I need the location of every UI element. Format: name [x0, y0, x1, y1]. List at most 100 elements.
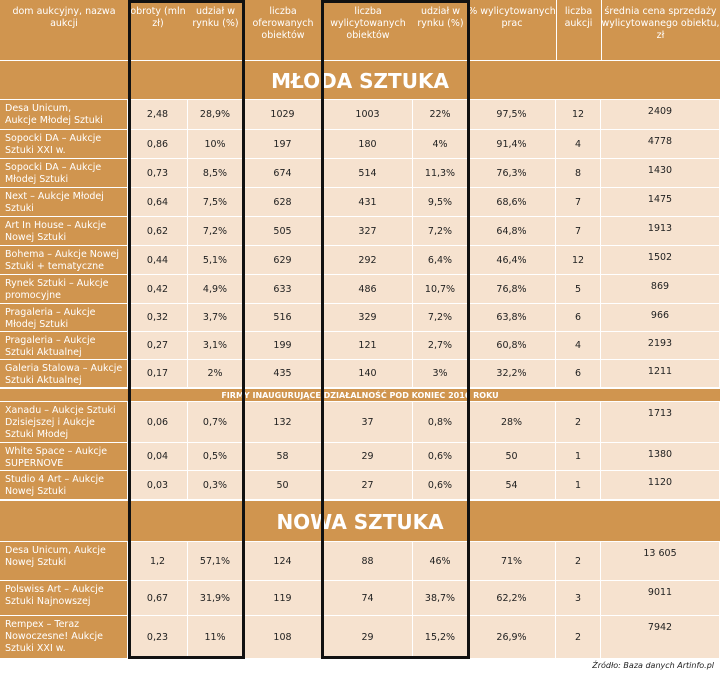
cell-average-price: 1211	[601, 360, 720, 388]
table-row: White Space – Aukcje SUPERNOVE 0,04 0,5% 58 2…	[0, 443, 720, 471]
cell-market-share-2: 6,4%	[413, 246, 468, 275]
cell-offered: 197	[243, 130, 323, 159]
cell-auction-house: Polswiss Art – Aukcje Sztuki Najnowszej	[0, 581, 128, 616]
cell-turnover: 0,04	[128, 443, 188, 471]
cell-offered: 50	[243, 471, 323, 500]
cell-auction-count: 4	[556, 130, 601, 159]
cell-market-share-2: 11,3%	[413, 159, 468, 188]
cell-market-share-2: 0,6%	[413, 471, 468, 500]
cell-auction-count: 2	[556, 402, 601, 443]
cell-auction-house: White Space – Aukcje SUPERNOVE	[0, 443, 128, 471]
cell-market-share: 2%	[188, 360, 243, 388]
cell-turnover: 0,27	[128, 332, 188, 360]
cell-market-share-2: 9,5%	[413, 188, 468, 217]
cell-market-share: 31,9%	[188, 581, 243, 616]
cell-percent-sold: 28%	[468, 402, 556, 443]
cell-turnover: 0,73	[128, 159, 188, 188]
cell-market-share-2: 0,6%	[413, 443, 468, 471]
cell-auction-count: 2	[556, 616, 601, 659]
cell-sold: 29	[323, 443, 413, 471]
cell-auction-count: 7	[556, 188, 601, 217]
cell-offered: 516	[243, 304, 323, 332]
cell-market-share-2: 4%	[413, 130, 468, 159]
cell-market-share-2: 7,2%	[413, 217, 468, 246]
cell-auction-house: Rynek Sztuki – Aukcje promocyjne	[0, 275, 128, 304]
cell-market-share: 7,2%	[188, 217, 243, 246]
cell-percent-sold: 63,8%	[468, 304, 556, 332]
cell-auction-count: 6	[556, 360, 601, 388]
cell-percent-sold: 76,3%	[468, 159, 556, 188]
table-row: Polswiss Art – Aukcje Sztuki Najnowszej 0,…	[0, 581, 720, 616]
cell-auction-count: 6	[556, 304, 601, 332]
table-row: Pragaleria – Aukcje Młodej Sztuki 0,32 3,7%…	[0, 304, 720, 332]
header-auction-count: liczba aukcji	[564, 6, 593, 29]
cell-market-share-2: 3%	[413, 360, 468, 388]
cell-auction-count: 3	[556, 581, 601, 616]
cell-average-price: 9011	[601, 581, 720, 616]
cell-sold: 29	[323, 616, 413, 659]
cell-auction-count: 1	[556, 471, 601, 500]
cell-average-price: 2193	[601, 332, 720, 360]
cell-offered: 132	[243, 402, 323, 443]
table-row: Pragaleria – Aukcje Sztuki Aktualnej 0,27 3…	[0, 332, 720, 360]
table-row: Next – Aukcje Młodej Sztuki 0,64 7,5% 628 431…	[0, 188, 720, 217]
section-nowa-sztuka: NOWA SZTUKA	[0, 500, 720, 542]
cell-offered: 119	[243, 581, 323, 616]
cell-average-price: 1475	[601, 188, 720, 217]
section-firmy: FIRMY INAUGURUJĄCE DZIAŁALNOŚĆ POD KONIE…	[0, 388, 720, 402]
cell-auction-house: Bohema – Aukcje Nowej Sztuki + tematyczne	[0, 246, 128, 275]
cell-offered: 629	[243, 246, 323, 275]
cell-percent-sold: 26,9%	[468, 616, 556, 659]
cell-sold: 431	[323, 188, 413, 217]
cell-sold: 88	[323, 542, 413, 581]
cell-turnover: 0,06	[128, 402, 188, 443]
table-row: Xanadu – Aukcje Sztuki Dzisiejszej i Aukc…	[0, 402, 720, 443]
header-average-price: średnia cena sprzedaży wylicytowanego ob…	[601, 6, 720, 41]
cell-sold: 121	[323, 332, 413, 360]
cell-sold: 27	[323, 471, 413, 500]
table-header: dom aukcyjny, nazwa aukcji obroty (mln z…	[0, 0, 720, 60]
cell-percent-sold: 62,2%	[468, 581, 556, 616]
cell-percent-sold: 91,4%	[468, 130, 556, 159]
cell-market-share: 7,5%	[188, 188, 243, 217]
table-row: Bohema – Aukcje Nowej Sztuki + tematyczne…	[0, 246, 720, 275]
cell-percent-sold: 68,6%	[468, 188, 556, 217]
cell-average-price: 1430	[601, 159, 720, 188]
cell-percent-sold: 71%	[468, 542, 556, 581]
cell-auction-house: Sopocki DA – Aukcje Sztuki XXI w.	[0, 130, 128, 159]
cell-auction-count: 7	[556, 217, 601, 246]
cell-turnover: 0,44	[128, 246, 188, 275]
cell-market-share-2: 10,7%	[413, 275, 468, 304]
cell-turnover: 0,17	[128, 360, 188, 388]
cell-turnover: 0,42	[128, 275, 188, 304]
cell-auction-house: Desa Unicum, Aukcje Nowej Sztuki	[0, 542, 128, 581]
cell-average-price: 2409	[601, 100, 720, 130]
cell-auction-house: Galeria Stalowa – Aukcje Sztuki Aktualnej	[0, 360, 128, 388]
cell-turnover: 0,23	[128, 616, 188, 659]
cell-turnover: 0,32	[128, 304, 188, 332]
cell-auction-count: 12	[556, 100, 601, 130]
cell-auction-house: Sopocki DA – Aukcje Młodej Sztuki	[0, 159, 128, 188]
cell-market-share: 57,1%	[188, 542, 243, 581]
cell-offered: 633	[243, 275, 323, 304]
source-note: Źródło: Baza danych Artinfo.pl	[592, 661, 714, 670]
cell-offered: 199	[243, 332, 323, 360]
cell-sold: 327	[323, 217, 413, 246]
cell-offered: 1029	[243, 100, 323, 130]
cell-turnover: 2,48	[128, 100, 188, 130]
cell-sold: 1003	[323, 100, 413, 130]
cell-sold: 292	[323, 246, 413, 275]
cell-market-share: 10%	[188, 130, 243, 159]
cell-average-price: 13 605	[601, 542, 720, 581]
cell-market-share-2: 38,7%	[413, 581, 468, 616]
cell-auction-house: Desa Unicum, Aukcje Młodej Sztuki	[0, 100, 128, 130]
cell-market-share-2: 22%	[413, 100, 468, 130]
cell-sold: 74	[323, 581, 413, 616]
header-auction-house: dom aukcyjny, nazwa aukcji	[12, 6, 116, 29]
cell-turnover: 0,86	[128, 130, 188, 159]
cell-average-price: 869	[601, 275, 720, 304]
cell-percent-sold: 76,8%	[468, 275, 556, 304]
cell-percent-sold: 64,8%	[468, 217, 556, 246]
header-offered-objects: liczba oferowanych obiektów	[252, 6, 314, 41]
cell-auction-count: 2	[556, 542, 601, 581]
